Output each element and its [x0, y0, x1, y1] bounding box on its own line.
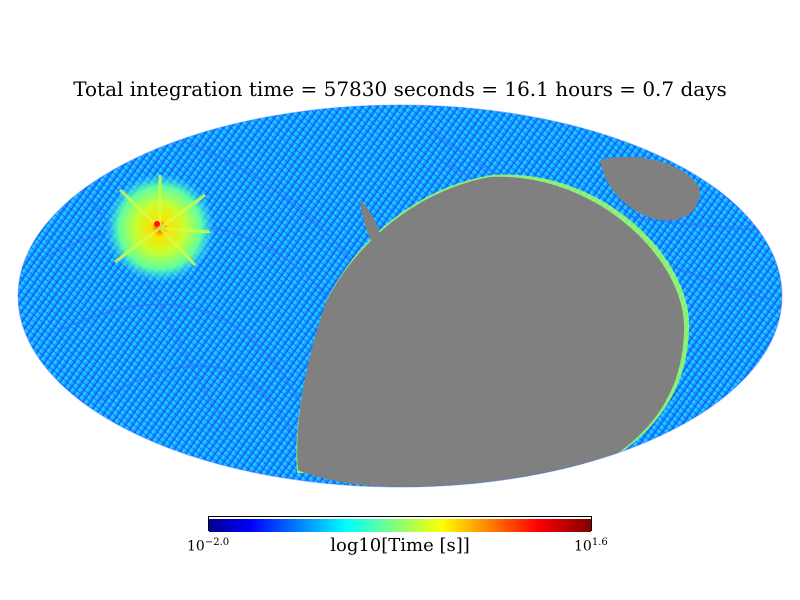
sky-outline — [17, 104, 783, 488]
colorbar-max-label: 101.6 — [574, 537, 608, 555]
colorbar-label: log10[Time [s]] — [330, 535, 470, 556]
hotspot-rays — [114, 175, 211, 267]
unobserved-region — [297, 176, 685, 487]
unobserved-gap — [360, 200, 381, 255]
colorbar-min-label: 10−2.0 — [187, 537, 230, 555]
unobserved-region-top-right — [600, 156, 700, 221]
chart-title: Total integration time = 57830 seconds =… — [73, 77, 727, 101]
hotspot-peak — [154, 221, 160, 227]
colorbar — [208, 516, 592, 532]
colorbar-gradient — [209, 519, 591, 532]
